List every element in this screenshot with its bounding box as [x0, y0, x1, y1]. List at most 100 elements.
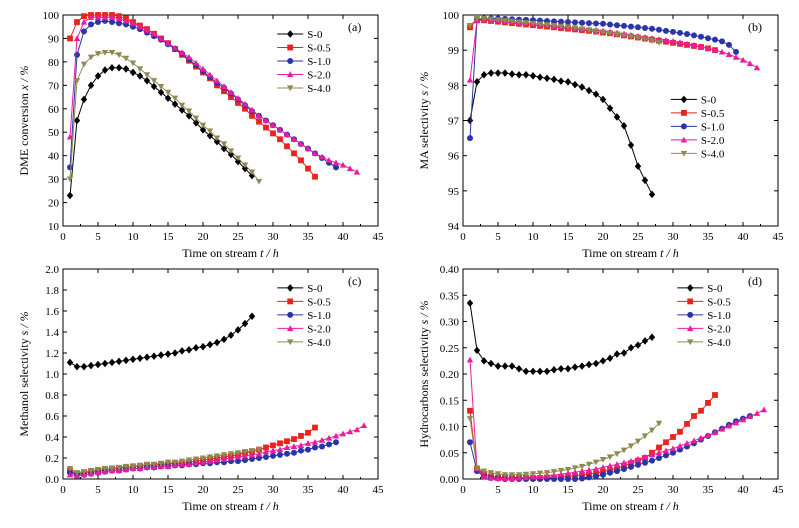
data-point [185, 54, 193, 60]
data-point [690, 437, 698, 444]
data-point [746, 413, 754, 420]
data-point [501, 475, 509, 482]
x-tick-label: 40 [338, 231, 350, 243]
data-point [235, 100, 241, 106]
panel-label: (b) [748, 20, 762, 34]
data-point [115, 464, 123, 471]
plot-frame [62, 14, 379, 227]
data-point [178, 49, 186, 56]
legend: S-0S-0.5 S-1.0S-2.0 S-4.0 [277, 283, 331, 349]
data-point [87, 54, 95, 61]
y-tick-label: 94 [448, 221, 460, 233]
data-point [648, 38, 656, 44]
legend-label: S-1.0 [707, 310, 731, 322]
data-point [171, 459, 179, 466]
data-point [150, 82, 158, 91]
data-point [628, 23, 634, 30]
data-point [164, 39, 172, 46]
data-point [67, 164, 73, 171]
data-point [606, 30, 614, 37]
data-point [312, 424, 318, 431]
data-point [220, 144, 228, 153]
data-point [593, 473, 599, 480]
x-tick-label: 40 [738, 484, 750, 496]
data-point [585, 461, 593, 468]
data-point [291, 150, 297, 157]
data-point [73, 470, 81, 476]
data-point [593, 20, 599, 27]
data-point [122, 55, 130, 62]
y-tick-label: 30 [48, 174, 60, 186]
series-line [69, 14, 316, 178]
y-tick-label: 100 [443, 10, 460, 22]
data-point [522, 471, 530, 478]
data-point [620, 459, 628, 466]
data-point [522, 367, 530, 376]
data-point [332, 432, 340, 439]
data-point [606, 454, 614, 461]
panel-label: (a) [348, 20, 361, 34]
x-tick-label: 40 [338, 484, 350, 496]
data-point [157, 35, 165, 42]
data-point [101, 14, 109, 20]
data-point [248, 312, 256, 321]
data-point [305, 165, 311, 172]
data-point [255, 178, 263, 185]
data-point [690, 42, 698, 48]
x-tick-label: 35 [703, 231, 715, 243]
x-tick-label: 15 [163, 484, 175, 496]
data-point [606, 354, 614, 363]
data-point [241, 319, 249, 328]
data-point [164, 463, 172, 469]
data-point [213, 456, 221, 463]
data-point [74, 51, 80, 58]
data-point [227, 89, 235, 95]
data-point [87, 14, 95, 20]
panel-label: (d) [748, 274, 762, 288]
y-tick-label: 0.20 [440, 369, 460, 381]
data-point [108, 63, 116, 72]
data-point [725, 422, 733, 429]
data-point [164, 89, 172, 96]
data-point [501, 362, 509, 370]
data-point [318, 153, 326, 160]
data-point [290, 136, 298, 142]
data-point [642, 459, 648, 466]
data-point [508, 70, 516, 78]
data-point [620, 121, 628, 130]
data-point [614, 22, 620, 29]
series-line [69, 20, 337, 168]
series-line [469, 303, 653, 372]
data-point [466, 116, 474, 125]
data-point [627, 343, 635, 352]
data-point [94, 360, 102, 369]
data-point [284, 450, 290, 457]
data-point [508, 18, 516, 25]
data-point [122, 463, 130, 470]
data-point [185, 112, 193, 120]
data-point [634, 162, 642, 171]
data-point [487, 69, 495, 77]
x-tick-label: 5 [95, 231, 101, 243]
data-point [655, 449, 663, 456]
data-point [87, 468, 95, 474]
y-tick-label: 50 [48, 127, 60, 139]
data-point [522, 70, 530, 79]
data-point [255, 112, 263, 119]
legend-label: S-0.5 [307, 42, 331, 54]
data-point [543, 367, 551, 376]
data-point [248, 448, 256, 454]
x-tick-label: 30 [668, 231, 680, 243]
data-point [501, 472, 509, 478]
data-point [466, 299, 474, 307]
data-point [108, 358, 116, 367]
data-point [199, 122, 207, 129]
data-point [683, 440, 691, 446]
data-point [564, 470, 572, 476]
data-point [108, 465, 116, 472]
data-point [641, 36, 649, 43]
data-point [564, 24, 572, 31]
y-tick-label: 0.05 [440, 448, 460, 460]
data-point [263, 124, 269, 131]
data-point [227, 331, 235, 339]
